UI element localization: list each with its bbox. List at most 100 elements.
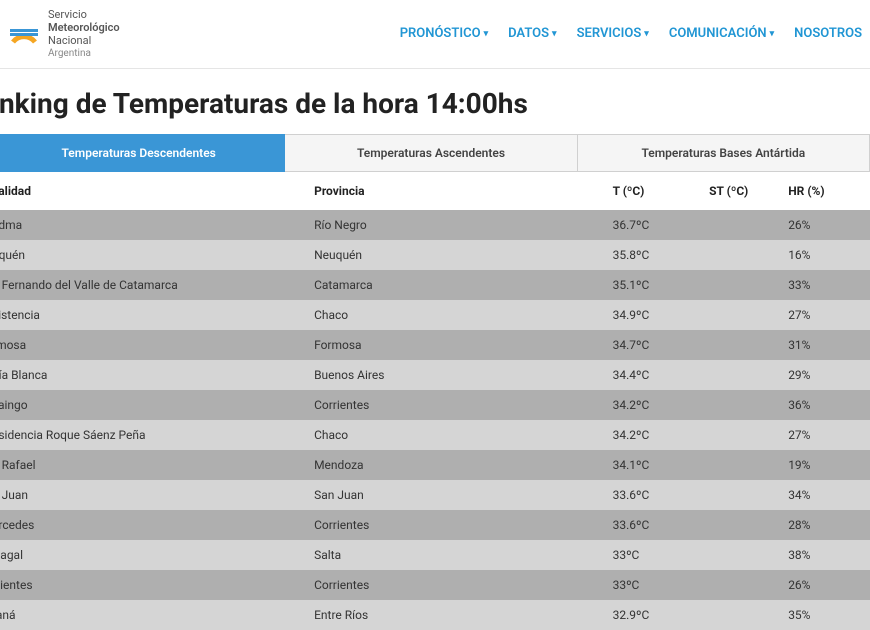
cell-localidad: n Rafael: [0, 450, 308, 480]
cell-t: 34.9ºC: [607, 300, 704, 330]
nav-item-servicios[interactable]: SERVICIOS▾: [577, 26, 649, 41]
cell-st: [703, 480, 782, 510]
site-header: Servicio Meteorológico Nacional Argentin…: [0, 0, 870, 69]
cell-hr: 28%: [782, 510, 870, 540]
table-row: rmosaFormosa34.7ºC31%: [0, 330, 870, 360]
cell-localidad: ercedes: [0, 510, 308, 540]
cell-t: 35.8ºC: [607, 240, 704, 270]
table-row: rtagalSalta33ºC 38%: [0, 540, 870, 570]
cell-hr: 31%: [782, 330, 870, 360]
cell-st: [703, 600, 782, 630]
table-row: n JuanSan Juan33.6ºC 34%: [0, 480, 870, 510]
cell-hr: 26%: [782, 210, 870, 240]
table-row: ranáEntre Ríos32.9ºC35%: [0, 600, 870, 630]
cell-hr: 35%: [782, 600, 870, 630]
tab-1[interactable]: Temperaturas Ascendentes: [285, 134, 577, 172]
caret-down-icon: ▾: [770, 29, 775, 39]
cell-provincia: Mendoza: [308, 450, 607, 480]
cell-st: [703, 420, 782, 450]
sort-tabs: Temperaturas DescendentesTemperaturas As…: [0, 134, 870, 172]
cell-hr: 27%: [782, 420, 870, 450]
cell-hr: 33%: [782, 270, 870, 300]
cell-provincia: Salta: [308, 540, 607, 570]
cell-provincia: Corrientes: [308, 510, 607, 540]
table-row: zaingoCorrientes34.2ºC 36%: [0, 390, 870, 420]
nav-label: COMUNICACIÓN: [669, 26, 767, 41]
cell-provincia: Corrientes: [308, 570, 607, 600]
cell-provincia: Corrientes: [308, 390, 607, 420]
table-row: sistenciaChaco34.9ºC 27%: [0, 300, 870, 330]
table-row: esidencia Roque Sáenz PeñaChaco34.2ºC27%: [0, 420, 870, 450]
table-row: edmaRío Negro36.7ºC 26%: [0, 210, 870, 240]
cell-t: 35.1ºC: [607, 270, 704, 300]
cell-provincia: Río Negro: [308, 210, 607, 240]
temperature-table: calidad Provincia T (ºC) ST (ºC) HR (%) …: [0, 172, 870, 630]
cell-st: [703, 390, 782, 420]
cell-st: [703, 210, 782, 240]
table-row: n Fernando del Valle de CatamarcaCatamar…: [0, 270, 870, 300]
cell-provincia: Catamarca: [308, 270, 607, 300]
cell-localidad: sistencia: [0, 300, 308, 330]
cell-localidad: hía Blanca: [0, 360, 308, 390]
cell-provincia: Entre Ríos: [308, 600, 607, 630]
cell-hr: 27%: [782, 300, 870, 330]
cell-localidad: n Fernando del Valle de Catamarca: [0, 270, 308, 300]
cell-st: [703, 300, 782, 330]
col-header-t[interactable]: T (ºC): [607, 172, 704, 210]
col-header-localidad[interactable]: calidad: [0, 172, 308, 210]
cell-localidad: n Juan: [0, 480, 308, 510]
logo-text: Servicio Meteorológico Nacional Argentin…: [48, 8, 120, 60]
cell-hr: 19%: [782, 450, 870, 480]
cell-localidad: rtagal: [0, 540, 308, 570]
caret-down-icon: ▾: [484, 29, 489, 39]
cell-t: 34.2ºC: [607, 390, 704, 420]
col-header-st[interactable]: ST (ºC): [703, 172, 782, 210]
cell-hr: 29%: [782, 360, 870, 390]
table-row: hía BlancaBuenos Aires34.4ºC 29%: [0, 360, 870, 390]
smn-logo-icon: [8, 18, 40, 50]
cell-localidad: zaingo: [0, 390, 308, 420]
nav-label: DATOS: [508, 26, 549, 41]
cell-hr: 36%: [782, 390, 870, 420]
cell-hr: 38%: [782, 540, 870, 570]
cell-t: 33ºC: [607, 570, 704, 600]
cell-st: [703, 270, 782, 300]
nav-item-comunicación[interactable]: COMUNICACIÓN▾: [669, 26, 774, 41]
cell-localidad: raná: [0, 600, 308, 630]
cell-st: [703, 570, 782, 600]
nav-label: NOSOTROS: [794, 26, 862, 41]
cell-st: [703, 540, 782, 570]
tab-0[interactable]: Temperaturas Descendentes: [0, 134, 285, 172]
cell-st: [703, 510, 782, 540]
nav-label: PRONÓSTICO: [400, 26, 481, 41]
cell-localidad: rmosa: [0, 330, 308, 360]
cell-localidad: edma: [0, 210, 308, 240]
table-header-row: calidad Provincia T (ºC) ST (ºC) HR (%): [0, 172, 870, 210]
nav-item-datos[interactable]: DATOS▾: [508, 26, 556, 41]
col-header-provincia[interactable]: Provincia: [308, 172, 607, 210]
cell-st: [703, 360, 782, 390]
cell-t: 33ºC: [607, 540, 704, 570]
cell-t: 36.7ºC: [607, 210, 704, 240]
cell-provincia: San Juan: [308, 480, 607, 510]
cell-hr: 34%: [782, 480, 870, 510]
logo-sub: Argentina: [48, 48, 120, 60]
logo-section[interactable]: Servicio Meteorológico Nacional Argentin…: [8, 8, 120, 60]
nav-label: SERVICIOS: [577, 26, 642, 41]
cell-hr: 16%: [782, 240, 870, 270]
cell-t: 33.6ºC: [607, 480, 704, 510]
cell-provincia: Buenos Aires: [308, 360, 607, 390]
logo-line1: Servicio: [48, 8, 120, 21]
cell-hr: 26%: [782, 570, 870, 600]
tab-2[interactable]: Temperaturas Bases Antártida: [578, 134, 870, 172]
cell-st: [703, 450, 782, 480]
cell-t: 34.4ºC: [607, 360, 704, 390]
nav-item-pronóstico[interactable]: PRONÓSTICO▾: [400, 26, 488, 41]
cell-localidad: esidencia Roque Sáenz Peña: [0, 420, 308, 450]
cell-localidad: rrientes: [0, 570, 308, 600]
nav-item-nosotros[interactable]: NOSOTROS: [794, 26, 862, 41]
cell-provincia: Chaco: [308, 300, 607, 330]
cell-t: 33.6ºC: [607, 510, 704, 540]
col-header-hr[interactable]: HR (%): [782, 172, 870, 210]
main-nav: PRONÓSTICO▾DATOS▾SERVICIOS▾COMUNICACIÓN▾…: [400, 26, 870, 41]
